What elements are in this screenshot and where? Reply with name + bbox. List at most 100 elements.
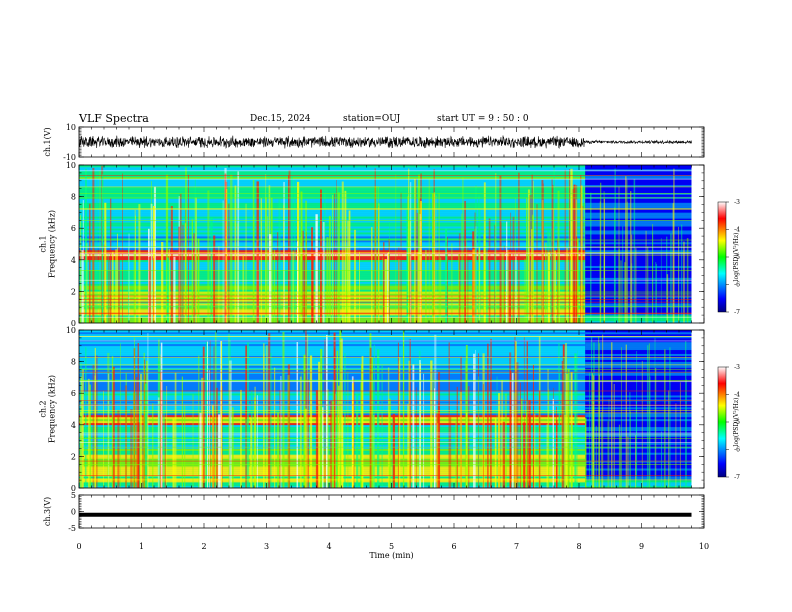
spec-band bbox=[585, 311, 692, 314]
sferic-streak bbox=[208, 370, 210, 488]
colorbar-label: log(PSD)(V²/Hz) bbox=[733, 233, 740, 282]
spec-band bbox=[79, 335, 586, 339]
sferic-streak bbox=[130, 409, 133, 488]
spec-band bbox=[585, 395, 692, 398]
spec-band bbox=[585, 452, 692, 455]
sferic-streak bbox=[371, 227, 373, 323]
sferic-streak bbox=[548, 389, 550, 488]
sferic-streak bbox=[111, 356, 114, 488]
sferic-streak bbox=[80, 214, 81, 323]
spec-band bbox=[585, 426, 692, 430]
spec-band bbox=[585, 349, 692, 353]
sferic-streak bbox=[336, 350, 339, 488]
spectral-line bbox=[79, 381, 692, 383]
sferic-streak bbox=[245, 203, 247, 323]
sferic-streak bbox=[570, 424, 573, 488]
sferic-streak bbox=[168, 248, 171, 323]
sferic-streak bbox=[279, 390, 281, 488]
sferic-streak bbox=[245, 419, 248, 488]
sferic-streak bbox=[449, 417, 452, 488]
sferic-streak bbox=[283, 205, 285, 323]
sferic-streak bbox=[458, 253, 460, 323]
sferic-streak bbox=[473, 353, 476, 488]
sferic-streak bbox=[487, 343, 489, 488]
sferic-streak bbox=[256, 395, 258, 488]
sferic-streak bbox=[139, 373, 143, 488]
sferic-streak bbox=[391, 418, 394, 488]
y-axis-label: ch.3(V) bbox=[43, 497, 52, 526]
sferic-streak bbox=[245, 345, 248, 488]
sferic-streak bbox=[151, 181, 152, 323]
y-tick-label: 6 bbox=[71, 224, 76, 233]
sferic-streak bbox=[369, 347, 372, 488]
sferic-streak bbox=[580, 185, 583, 323]
sferic-streak bbox=[229, 360, 232, 488]
sferic-streak bbox=[460, 356, 462, 488]
sferic-streak bbox=[455, 421, 458, 488]
sferic-streak bbox=[326, 335, 328, 488]
spectral-line bbox=[79, 364, 692, 366]
sferic-streak bbox=[635, 248, 637, 323]
sferic-streak bbox=[254, 386, 256, 488]
sferic-streak bbox=[213, 235, 216, 323]
sferic-streak bbox=[625, 176, 627, 323]
sferic-streak bbox=[502, 421, 505, 488]
spec-band bbox=[79, 385, 586, 388]
sferic-streak bbox=[351, 400, 354, 488]
sferic-streak bbox=[124, 385, 128, 488]
sferic-streak bbox=[588, 372, 590, 488]
spec-band bbox=[585, 424, 692, 428]
ch1-waveform-line bbox=[78, 135, 692, 149]
sferic-streak bbox=[635, 435, 637, 488]
spec-band bbox=[79, 365, 586, 368]
spec-band bbox=[79, 355, 586, 358]
sferic-streak bbox=[630, 191, 632, 323]
spec-band bbox=[585, 186, 692, 189]
sferic-streak bbox=[141, 416, 144, 488]
sferic-streak bbox=[230, 174, 233, 323]
sferic-streak bbox=[563, 411, 566, 488]
spec-band bbox=[79, 383, 586, 386]
spec-band bbox=[585, 385, 692, 388]
sferic-streak bbox=[528, 399, 531, 488]
spec-band bbox=[79, 330, 586, 333]
colorbar-tick-label: -3 bbox=[734, 199, 740, 206]
sferic-streak bbox=[541, 234, 543, 323]
spec-band bbox=[585, 224, 692, 227]
sferic-streak bbox=[293, 180, 296, 323]
sferic-streak bbox=[213, 346, 215, 488]
y-axis-label: ch.2 bbox=[39, 400, 48, 417]
spec-band bbox=[585, 222, 692, 225]
sferic-streak bbox=[290, 176, 293, 323]
spec-band bbox=[585, 466, 692, 469]
colorbar-tick-label: -7 bbox=[734, 309, 740, 316]
sferic-streak bbox=[198, 355, 200, 488]
sferic-streak bbox=[428, 178, 431, 323]
spec-band bbox=[585, 279, 692, 282]
spectral-line bbox=[79, 434, 692, 436]
spec-band bbox=[585, 247, 692, 251]
spec-band bbox=[79, 176, 586, 180]
spec-band bbox=[585, 261, 692, 265]
sferic-streak bbox=[478, 195, 480, 323]
sferic-streak bbox=[331, 192, 334, 323]
spec-band bbox=[585, 480, 692, 483]
y-tick-label: 8 bbox=[71, 358, 76, 367]
sferic-streak bbox=[181, 376, 183, 488]
spectral-line bbox=[79, 299, 692, 300]
spec-band bbox=[585, 359, 692, 362]
spec-band bbox=[79, 182, 586, 186]
sferic-streak bbox=[81, 395, 84, 488]
sferic-streak bbox=[532, 364, 534, 488]
sferic-streak bbox=[358, 251, 360, 323]
sferic-streak bbox=[529, 195, 532, 323]
spectral-line bbox=[79, 390, 692, 392]
spectral-line bbox=[79, 316, 692, 318]
sferic-streak bbox=[599, 182, 602, 323]
sferic-streak bbox=[566, 248, 568, 323]
sferic-streak bbox=[462, 177, 464, 323]
spec-band bbox=[585, 289, 692, 292]
sferic-streak bbox=[525, 413, 528, 488]
sferic-streak bbox=[160, 342, 163, 488]
sferic-streak bbox=[122, 173, 123, 323]
